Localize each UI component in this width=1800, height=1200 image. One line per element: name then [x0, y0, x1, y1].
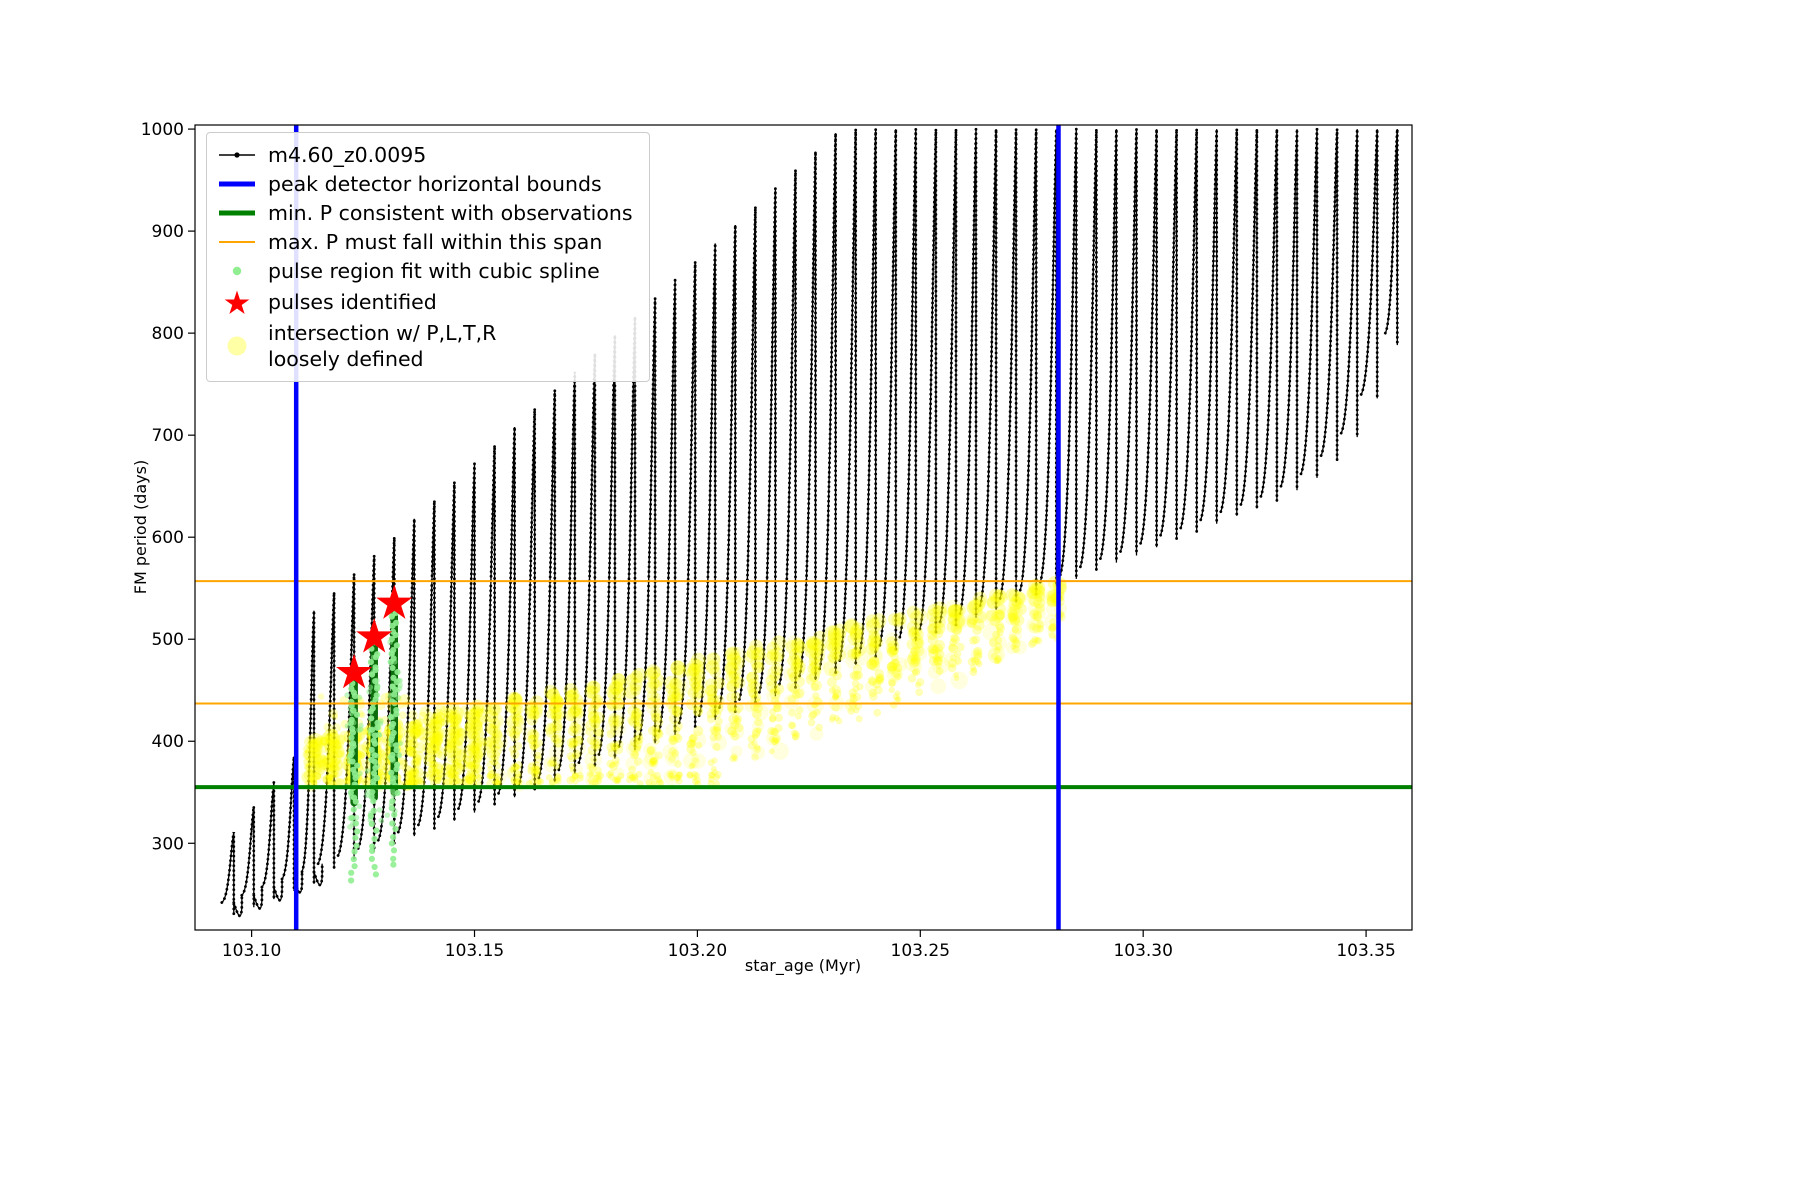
legend-label-intersection: intersection w/ P,L,T,R loosely defined [268, 321, 497, 371]
y-tick-label: 600 [152, 528, 184, 548]
y-tick-label: 400 [152, 732, 184, 752]
y-tick-label: 300 [152, 834, 184, 854]
x-tick-label: 103.25 [891, 941, 950, 961]
y-tick-label: 500 [152, 630, 184, 650]
legend-item-peak-bounds: peak detector horizontal bounds [215, 170, 633, 198]
y-tick-label: 700 [152, 426, 184, 446]
y-tick-label: 800 [152, 324, 184, 344]
legend-marker-pulse-region-icon [215, 260, 259, 282]
x-axis-label: star_age (Myr) [745, 956, 861, 976]
x-tick-label: 103.20 [668, 941, 727, 961]
x-tick-label: 103.30 [1113, 941, 1172, 961]
legend-marker-pulses-icon [215, 287, 259, 317]
intersection-dots [301, 575, 1067, 793]
pulse-star-icon [376, 584, 413, 619]
legend-label-min-p: min. P consistent with observations [268, 201, 633, 225]
legend-marker-peak-bounds-icon [215, 173, 259, 195]
pulse-star-icon [356, 618, 393, 653]
legend-item-intersection: intersection w/ P,L,T,R loosely defined [215, 319, 633, 373]
legend: m4.60_z0.0095 peak detector horizontal b… [206, 132, 650, 382]
legend-label-pulses: pulses identified [268, 290, 437, 314]
legend-label-max-p: max. P must fall within this span [268, 230, 603, 254]
pulse-star-icon [336, 653, 373, 689]
legend-marker-track-icon [215, 144, 259, 166]
legend-item-pulse-region: pulse region fit with cubic spline [215, 257, 633, 285]
plot-area [220, 129, 1399, 918]
legend-marker-max-p-icon [215, 231, 259, 253]
legend-item-max-p: max. P must fall within this span [215, 228, 633, 256]
axes-frame [194, 124, 1413, 931]
legend-label-pulse-region: pulse region fit with cubic spline [268, 259, 600, 283]
legend-marker-min-p-icon [215, 202, 259, 224]
legend-item-min-p: min. P consistent with observations [215, 199, 633, 227]
legend-item-pulses: pulses identified [215, 286, 633, 318]
x-tick-label: 103.15 [445, 941, 504, 961]
x-tick-label: 103.35 [1336, 941, 1395, 961]
y-axis-label: FM period (days) [131, 460, 150, 594]
legend-label-peak-bounds: peak detector horizontal bounds [268, 172, 602, 196]
x-tick-label: 103.10 [222, 941, 281, 961]
y-tick-label: 1000 [141, 120, 184, 140]
pulse-region-dots [344, 602, 404, 884]
legend-label-track: m4.60_z0.0095 [268, 143, 427, 167]
legend-item-track: m4.60_z0.0095 [215, 141, 633, 169]
y-tick-label: 900 [152, 222, 184, 242]
legend-marker-intersection-icon [215, 332, 259, 360]
